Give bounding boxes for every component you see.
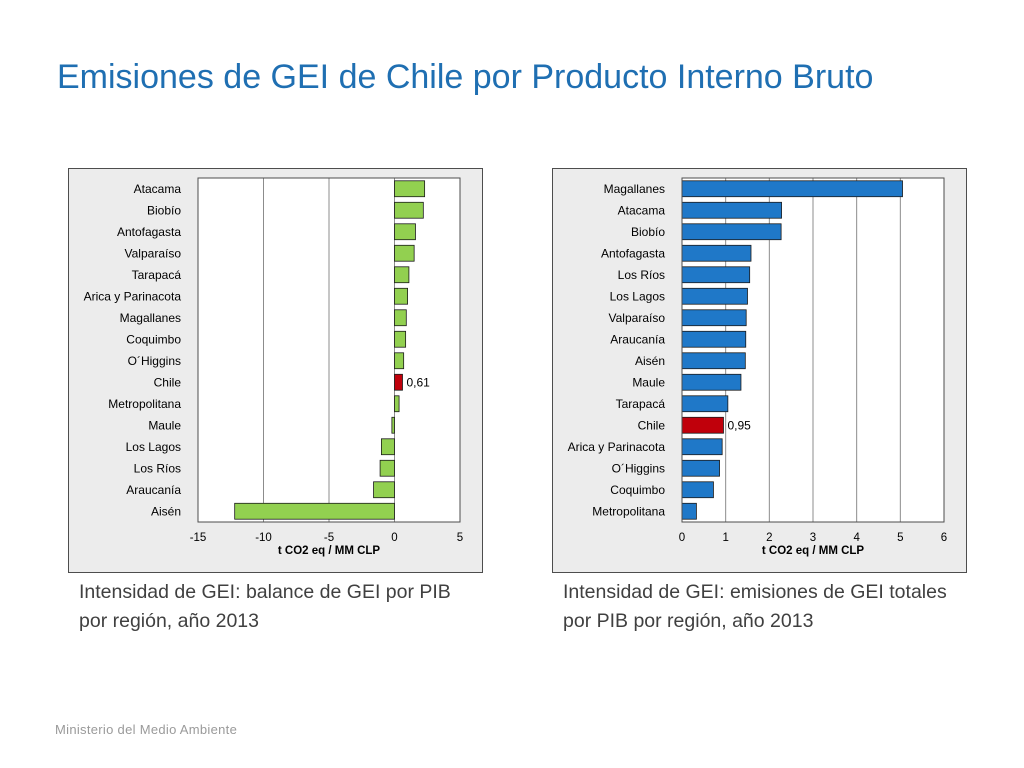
x-tick-label: 0 bbox=[391, 532, 397, 544]
bar-atacama bbox=[394, 180, 426, 198]
bar-o-higgins bbox=[394, 352, 405, 370]
category-label-biobio: Biobío bbox=[147, 203, 181, 217]
plot-border bbox=[197, 177, 461, 523]
x-tick-label: 3 bbox=[810, 532, 816, 544]
left-chart-caption: Intensidad de GEI: balance de GEI por PI… bbox=[79, 581, 451, 632]
category-label-arica-y-parinacota: Arica y Parinacota bbox=[84, 289, 182, 303]
category-label-o-higgins: O´Higgins bbox=[612, 461, 665, 475]
category-label-los-rios: Los Ríos bbox=[134, 461, 181, 475]
x-tick-label: -5 bbox=[324, 532, 334, 544]
bar-maule bbox=[391, 416, 395, 434]
category-label-araucania: Araucanía bbox=[610, 332, 665, 346]
total-emissions-intensity-chart-svg: 0 1 2 3 4 5 6 t CO2 eq / MM CLP Magallanes Atacam… bbox=[568, 177, 947, 557]
bar-chile bbox=[394, 373, 403, 391]
bar-los-rios bbox=[379, 459, 395, 477]
bar-magallanes bbox=[394, 309, 407, 327]
bar-metropolitana bbox=[394, 395, 400, 413]
bar-maule bbox=[681, 373, 742, 391]
bar-los-rios bbox=[681, 266, 751, 284]
bar-aisen bbox=[681, 352, 746, 370]
bar-valparaiso bbox=[681, 309, 747, 327]
category-label-metropolitana: Metropolitana bbox=[108, 397, 181, 411]
bar-tarapaca bbox=[681, 395, 729, 413]
category-label-antofagasta: Antofagasta bbox=[601, 246, 665, 260]
category-label-aisen: Aisén bbox=[151, 504, 181, 518]
category-label-metropolitana: Metropolitana bbox=[592, 504, 665, 518]
bar-antofagasta bbox=[394, 223, 416, 241]
x-tick-label: -15 bbox=[190, 532, 207, 544]
category-label-biobio: Biobío bbox=[631, 225, 665, 239]
bar-antofagasta bbox=[681, 244, 752, 262]
category-label-atacama: Atacama bbox=[618, 203, 666, 217]
x-tick-label: -10 bbox=[255, 532, 272, 544]
category-label-atacama: Atacama bbox=[134, 182, 182, 196]
page-title: Emisiones de GEI de Chile por Producto I… bbox=[57, 58, 874, 96]
x-tick-label: 1 bbox=[722, 532, 728, 544]
bar-chile bbox=[681, 416, 724, 434]
total-emissions-intensity-chart: 0 1 2 3 4 5 6 t CO2 eq / MM CLP Magallanes Atacam… bbox=[552, 168, 967, 573]
bar-aisen bbox=[234, 502, 395, 520]
x-axis-title: t CO2 eq / MM CLP bbox=[762, 545, 865, 557]
data-label-chile: 0,61 bbox=[406, 375, 430, 389]
bar-tarapaca bbox=[394, 266, 410, 284]
category-label-tarapaca: Tarapacá bbox=[132, 268, 182, 282]
category-label-valparaiso: Valparaíso bbox=[125, 246, 182, 260]
data-label-chile: 0,95 bbox=[727, 418, 751, 432]
bar-o-higgins bbox=[681, 459, 720, 477]
bar-biobio bbox=[394, 201, 424, 219]
category-label-valparaiso: Valparaíso bbox=[609, 311, 666, 325]
category-label-antofagasta: Antofagasta bbox=[117, 225, 181, 239]
bar-valparaiso bbox=[394, 244, 415, 262]
category-label-coquimbo: Coquimbo bbox=[126, 332, 181, 346]
bar-coquimbo bbox=[394, 330, 407, 348]
category-label-magallanes: Magallanes bbox=[604, 182, 665, 196]
category-label-chile: Chile bbox=[154, 375, 182, 389]
bar-metropolitana bbox=[681, 502, 697, 520]
category-label-araucania: Araucanía bbox=[126, 483, 181, 497]
x-tick-label: 6 bbox=[941, 532, 947, 544]
category-label-maule: Maule bbox=[148, 418, 181, 432]
bar-arica-y-parinacota bbox=[681, 438, 723, 456]
x-tick-label: 2 bbox=[766, 532, 772, 544]
bar-araucania bbox=[373, 481, 395, 499]
category-label-los-lagos: Los Lagos bbox=[610, 289, 665, 303]
category-label-aisen: Aisén bbox=[635, 354, 665, 368]
right-chart-caption: Intensidad de GEI: emisiones de GEI tota… bbox=[563, 581, 947, 632]
bar-los-lagos bbox=[681, 287, 748, 305]
category-label-coquimbo: Coquimbo bbox=[610, 483, 665, 497]
category-label-maule: Maule bbox=[632, 375, 665, 389]
bar-magallanes bbox=[681, 180, 903, 198]
bar-atacama bbox=[681, 201, 782, 219]
bar-araucania bbox=[681, 330, 747, 348]
bar-coquimbo bbox=[681, 481, 714, 499]
footer-text: Ministerio del Medio Ambiente bbox=[55, 722, 238, 737]
category-label-tarapaca: Tarapacá bbox=[616, 397, 666, 411]
category-label-arica-y-parinacota: Arica y Parinacota bbox=[568, 440, 666, 454]
bar-biobio bbox=[681, 223, 782, 241]
x-tick-label: 5 bbox=[457, 532, 463, 544]
category-label-magallanes: Magallanes bbox=[120, 311, 181, 325]
bar-arica-y-parinacota bbox=[394, 287, 409, 305]
x-tick-label: 0 bbox=[679, 532, 685, 544]
category-label-o-higgins: O´Higgins bbox=[128, 354, 181, 368]
category-label-los-rios: Los Ríos bbox=[618, 268, 665, 282]
category-label-chile: Chile bbox=[638, 418, 666, 432]
balance-intensity-chart: -15 -10 -5 0 5 t CO2 eq / MM CLP Atacama Biobío… bbox=[68, 168, 483, 573]
category-label-los-lagos: Los Lagos bbox=[126, 440, 181, 454]
x-tick-label: 5 bbox=[897, 532, 903, 544]
bar-los-lagos bbox=[380, 438, 395, 456]
x-axis-title: t CO2 eq / MM CLP bbox=[278, 545, 381, 557]
balance-intensity-chart-svg: -15 -10 -5 0 5 t CO2 eq / MM CLP Atacama Biobío… bbox=[84, 177, 463, 557]
x-tick-label: 4 bbox=[853, 532, 860, 544]
plot-border bbox=[681, 177, 945, 523]
